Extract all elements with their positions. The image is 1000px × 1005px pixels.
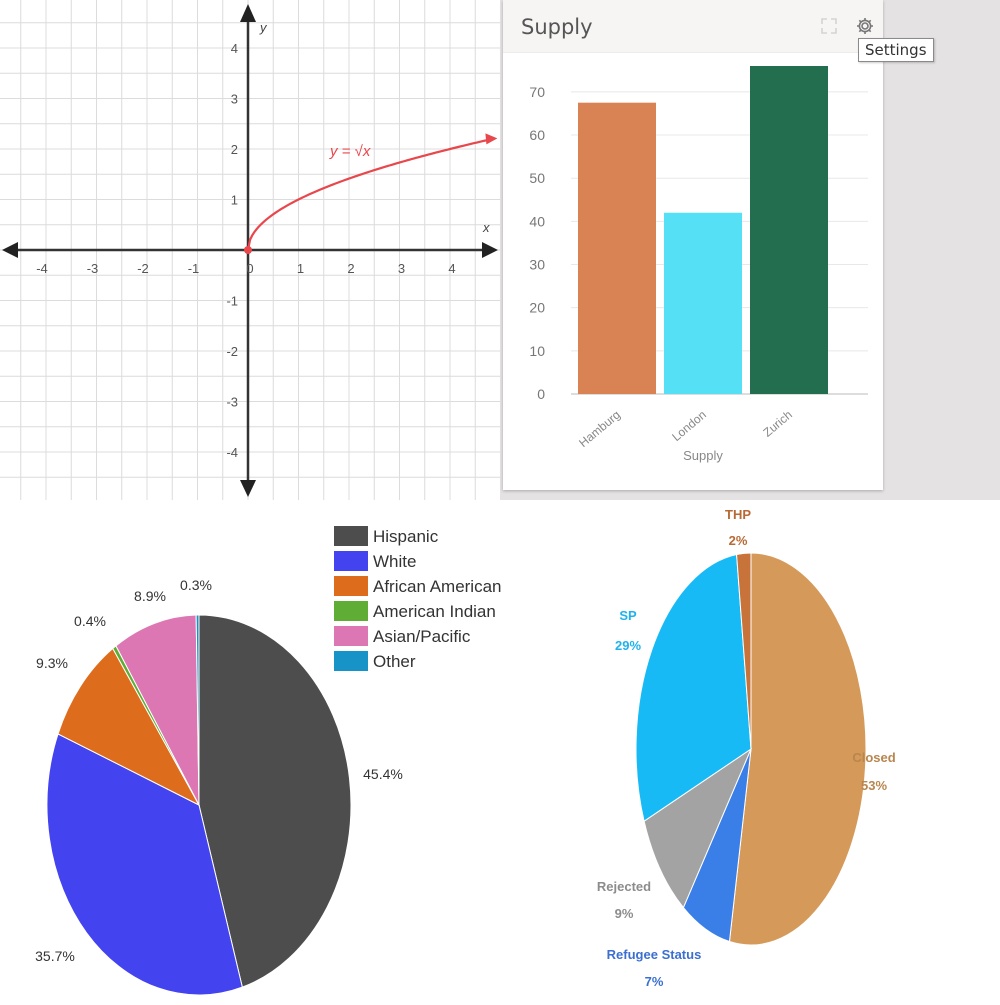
ethnicity-pie-panel: 45.4% 35.7% 9.3% 0.4% 8.9% 0.3% Hispanic White A… [0,500,520,1000]
y-axis-arrow-down [240,480,256,497]
pie-percent-label: 9% [615,906,634,921]
pie-percent-label: 0.4% [74,613,106,629]
pie-percent-label: 2% [729,533,748,548]
legend-label: Asian/Pacific [373,627,471,646]
legend-swatch [334,551,368,571]
legend-swatch [334,601,368,621]
ethnicity-pie-chart: 45.4% 35.7% 9.3% 0.4% 8.9% 0.3% Hispanic White A… [35,526,502,996]
legend-label: White [373,552,416,571]
y-tick-label: 0 [537,386,545,402]
legend-swatch [334,576,368,596]
supply-widget-title: Supply [521,15,593,39]
x-tick-label: London [669,408,709,444]
x-tick-label: -3 [87,261,99,276]
expand-icon[interactable] [819,16,839,36]
gear-icon[interactable] [855,16,875,36]
pie-category-label: SP [619,608,637,623]
bar [664,212,742,394]
pie-slice [643,747,753,909]
y-axis-label: y [259,20,268,35]
curve-sqrt-x [246,138,491,251]
y-tick-label: 60 [529,127,545,143]
y-tick-label: -4 [226,445,238,460]
curve-start-point [244,246,252,254]
legend-label: American Indian [373,602,496,621]
x-tick-label: -4 [36,261,48,276]
y-tick-label: 40 [529,213,545,229]
pie-slice [46,733,243,996]
pie-slice [635,553,752,822]
curve-equation-label: y = √x [329,143,371,160]
x-axis-label: Supply [683,448,723,463]
pie-percent-label: 7% [645,974,664,989]
pie-category-label: Rejected [597,879,651,894]
pie-category-label: Refugee Status [607,947,702,962]
status-pie-chart: Closed 53% Refugee Status 7% Rejected 9% SP 29%… [597,507,896,989]
pie-percent-label: 0.3% [180,577,212,593]
pie-slice [728,552,867,946]
x-tick-label: 3 [398,261,405,276]
y-tick-label: 70 [529,84,545,100]
y-tick-label: -3 [226,395,238,410]
x-axis-arrow-right [482,242,498,258]
pie-slice [198,614,352,988]
x-tick-label: -2 [137,261,149,276]
supply-widget: Supply 0 10 20 30 40 50 60 70 Hamburg London Zuric… [503,0,883,490]
legend-label: Hispanic [373,527,439,546]
pie-percent-label: 9.3% [36,655,68,671]
legend-swatch [334,651,368,671]
pie-slice [736,552,752,750]
pie-slice [195,614,200,806]
y-tick-label: 20 [529,300,545,316]
pie-slice [115,614,200,806]
curve-end-arrow [485,133,498,145]
legend-label: African American [373,577,502,596]
pie-percent-label: 8.9% [134,588,166,604]
legend-swatch [334,526,368,546]
bar [578,102,656,395]
pie-percent-label: 53% [861,778,887,793]
x-tick-label: -1 [188,261,200,276]
y-tick-label: 1 [231,193,238,208]
x-tick-label: 2 [347,261,354,276]
status-pie-panel: Closed 53% Refugee Status 7% Rejected 9% SP 29%… [520,500,1000,1000]
pie-percent-label: 35.7% [35,948,75,964]
bar [750,66,828,394]
pie-percent-label: 45.4% [363,766,403,782]
y-tick-label: 2 [231,142,238,157]
function-plot: x y -4 -3 -2 -1 0 1 2 3 4 4 3 2 1 -1 -2 -3 -4 y = √x [0,0,501,503]
y-tick-label: 3 [231,92,238,107]
settings-tooltip: Settings [858,38,934,62]
legend-swatch [334,626,368,646]
x-tick-label: Hamburg [576,408,623,450]
pie-category-label: Closed [852,750,895,765]
y-axis-arrow-up [240,4,256,22]
pie-percent-label: 29% [615,638,641,653]
legend-label: Other [373,652,416,671]
y-tick-label: -2 [226,344,238,359]
supply-widget-header: Supply [503,0,883,53]
x-tick-label: 1 [297,261,304,276]
x-axis-label: x [482,220,490,235]
y-tick-label: -1 [226,294,238,309]
x-tick-label: Zurich [760,408,795,440]
function-plot-panel: x y -4 -3 -2 -1 0 1 2 3 4 4 3 2 1 -1 -2 -3 -4 y = √x [0,0,501,503]
y-tick-label: 10 [529,343,545,359]
y-tick-label: 50 [529,170,545,186]
y-tick-label: 30 [529,257,545,273]
x-tick-label: 0 [246,261,253,276]
pie-category-label: THP [725,507,751,522]
pie-slice [57,647,201,807]
x-axis-arrow-left [2,242,18,258]
y-tick-label: 4 [231,41,238,56]
supply-bar-chart: 0 10 20 30 40 50 60 70 Hamburg London Zurich Supply [529,66,868,463]
x-tick-label: 4 [448,261,455,276]
